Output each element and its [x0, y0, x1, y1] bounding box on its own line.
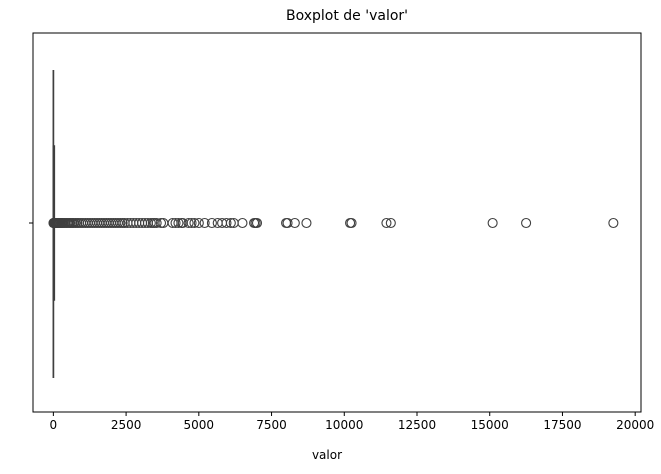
outlier-point: [170, 217, 181, 229]
plot-area: [48, 70, 619, 378]
outlier-point: [151, 217, 162, 229]
outlier-point: [115, 217, 126, 229]
outlier-point: [385, 217, 396, 229]
outlier-point: [158, 217, 169, 229]
outlier-point: [193, 217, 204, 229]
x-tick-label: 10000: [325, 418, 363, 432]
outlier-point: [189, 217, 200, 229]
outlier-point: [155, 217, 167, 229]
outlier-point: [237, 217, 248, 229]
outlier-point: [346, 217, 357, 229]
outlier-point: [289, 217, 300, 229]
outlier-point: [487, 217, 498, 229]
outlier-point: [206, 217, 217, 229]
x-axis: 0 2500 5000 7500 10000 12500 15000 17500 20000: [50, 412, 654, 432]
x-tick-label: 20000: [616, 418, 654, 432]
x-tick-label: 15000: [471, 418, 509, 432]
x-tick-label: 0: [50, 418, 58, 432]
outlier-point: [183, 217, 194, 229]
x-axis-label: valor: [312, 448, 342, 462]
outlier-point: [521, 217, 532, 229]
x-tick-label: 2500: [111, 418, 142, 432]
outlier-point: [112, 217, 123, 229]
outlier-point: [608, 217, 619, 229]
x-tick-label: 5000: [184, 418, 215, 432]
outlier-point: [186, 217, 197, 229]
x-tick-label: 17500: [543, 418, 581, 432]
outlier-point: [173, 217, 184, 229]
chart-title: Boxplot de 'valor': [286, 8, 408, 24]
x-tick-label: 12500: [398, 418, 436, 432]
outlier-point: [301, 217, 312, 229]
outlier-point: [251, 217, 263, 229]
outlier-point: [199, 217, 210, 229]
outlier-point: [282, 217, 293, 229]
outlier-point: [225, 217, 236, 229]
x-tick-label: 7500: [256, 418, 287, 432]
outlier-point: [221, 217, 232, 229]
outlier-point: [139, 217, 151, 229]
outlier-point: [381, 217, 392, 229]
